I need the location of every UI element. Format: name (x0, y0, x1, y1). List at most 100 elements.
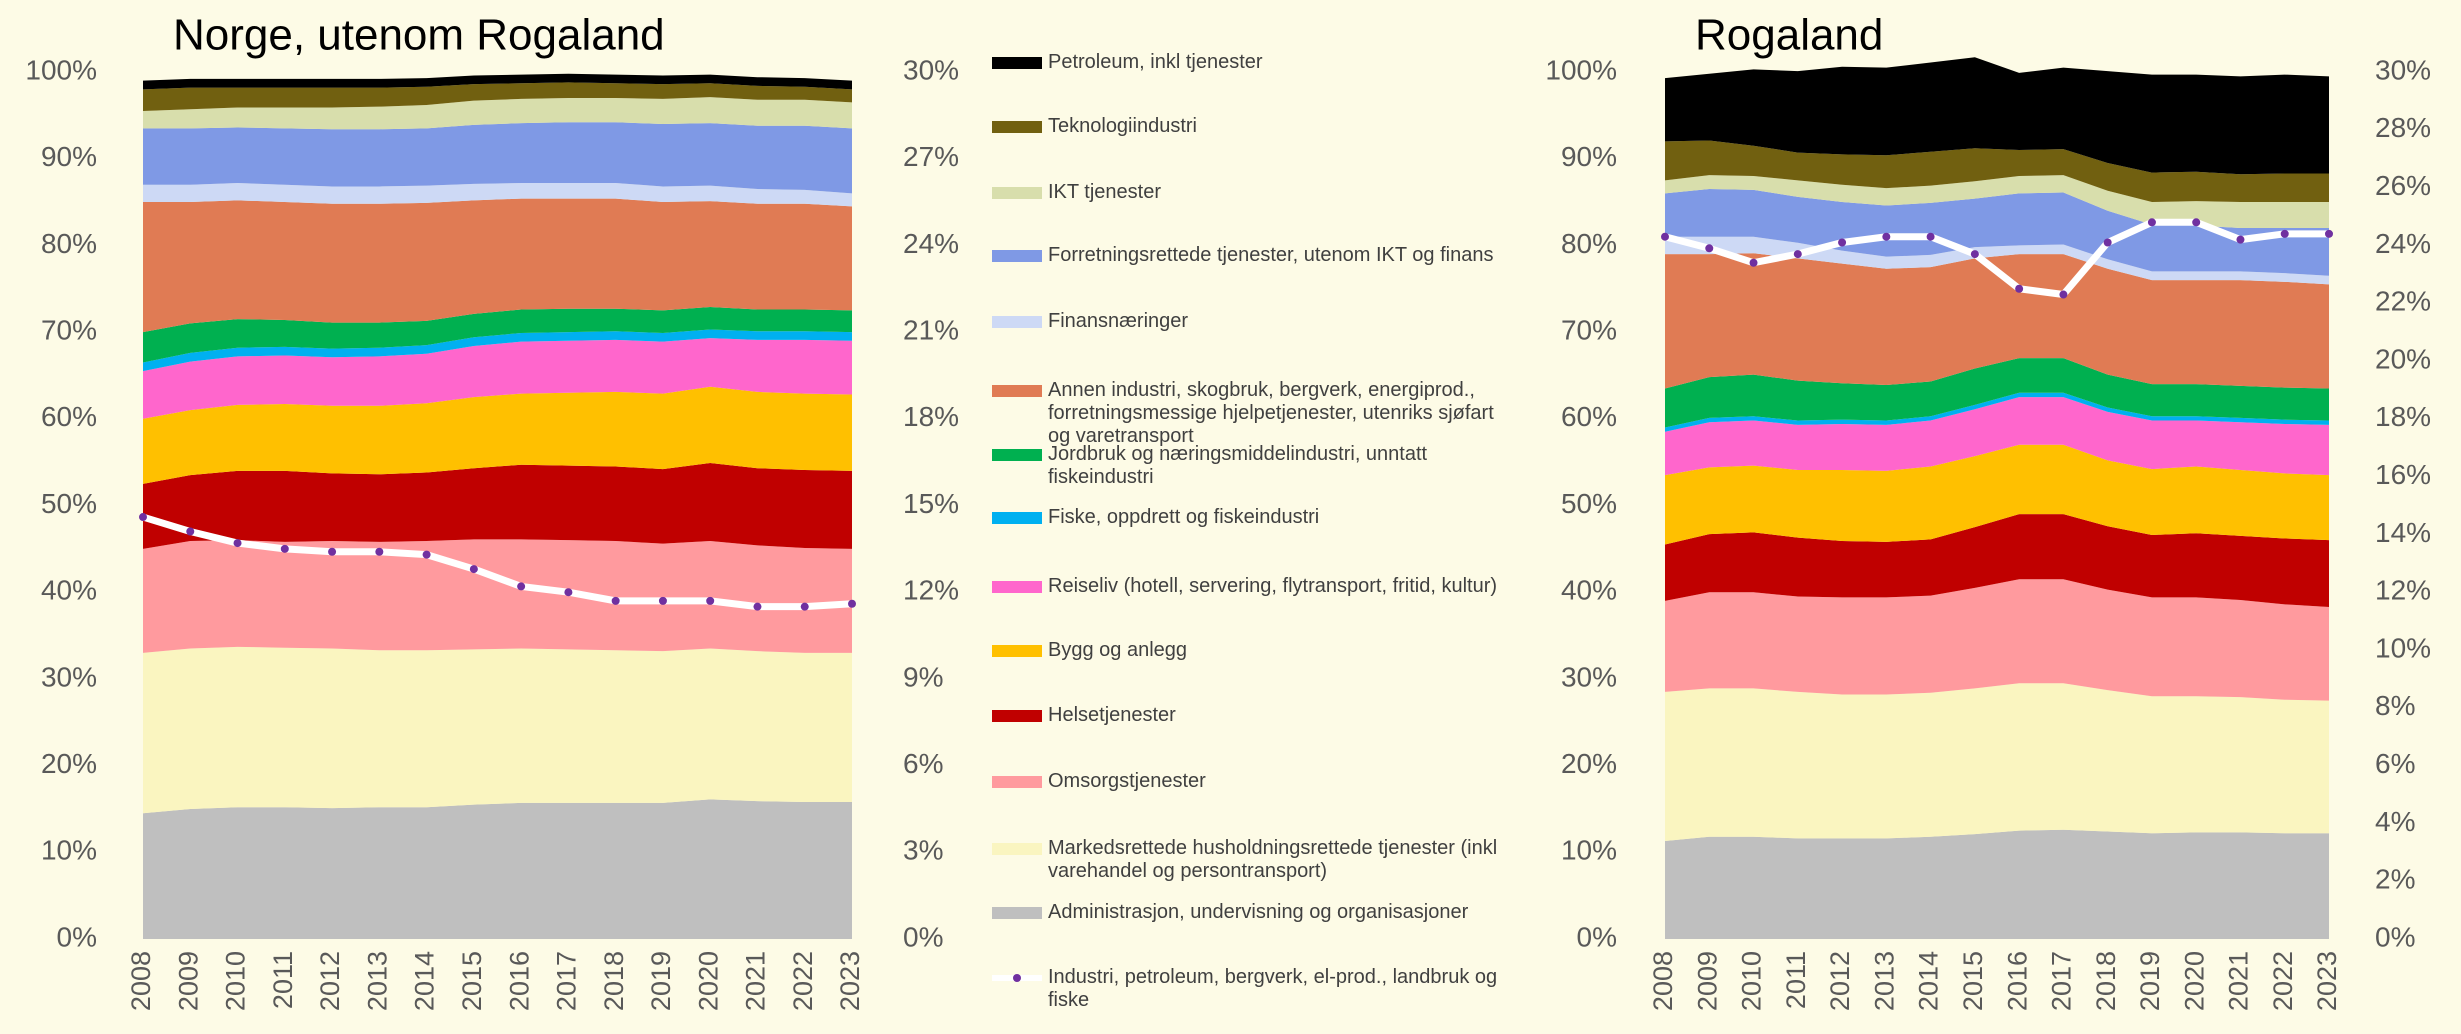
y-tick-label: 40% (1561, 575, 1617, 606)
y2-tick-label: 24% (903, 228, 959, 259)
y2-tick-label: 9% (903, 661, 943, 692)
y2-tick-label: 21% (903, 314, 959, 345)
legend-label: Industri, petroleum, bergverk, el-prod.,… (1048, 965, 1498, 1011)
x-tick-label: 2009 (1692, 951, 1722, 1011)
legend-swatch (992, 121, 1042, 134)
marker (1661, 232, 1669, 241)
marker (139, 513, 147, 522)
y-tick-label: 80% (1561, 228, 1617, 259)
marker (2236, 235, 2245, 244)
legend-label: Teknologiindustri (1048, 115, 1197, 138)
y2-tick-label: 2% (2375, 864, 2415, 895)
legend-label: Finansnæringer (1048, 309, 1189, 332)
area (1665, 683, 2329, 842)
y-tick-label: 0% (57, 921, 97, 952)
marker (1838, 238, 1847, 247)
y2-tick-label: 14% (2375, 517, 2431, 548)
legend-swatch (992, 56, 1042, 69)
x-tick-label: 2011 (1781, 951, 1811, 1009)
legend-label: Reiseliv (hotell, servering, flytranspor… (1048, 574, 1498, 597)
y2-tick-label: 12% (903, 575, 959, 606)
marker (2147, 218, 2156, 227)
legend-swatch (992, 449, 1042, 462)
chart-title: Rogaland (1695, 11, 1883, 60)
x-tick-label: 2015 (1958, 951, 1988, 1011)
y-tick-label: 60% (41, 401, 97, 432)
legend-swatch (992, 775, 1042, 788)
x-tick-label: 2013 (1869, 951, 1899, 1011)
legend-swatch (992, 907, 1042, 920)
x-tick-label: 2014 (1914, 951, 1944, 1011)
area (1665, 579, 2329, 701)
area (143, 539, 852, 653)
legend-label: Annen industri, skogbruk, bergverk, ener… (1048, 378, 1494, 447)
x-tick-label: 2019 (646, 951, 676, 1011)
area (143, 198, 852, 333)
legend-swatch (992, 580, 1042, 593)
marker (1926, 232, 1935, 241)
area (143, 646, 852, 814)
marker (2280, 229, 2289, 238)
y2-tick-label: 18% (2375, 401, 2431, 432)
y2-tick-label: 4% (2375, 806, 2415, 837)
x-tick-label: 2016 (2002, 951, 2032, 1011)
area (143, 386, 852, 484)
y2-tick-label: 8% (2375, 690, 2415, 721)
area (1665, 175, 2329, 229)
area (143, 329, 852, 372)
marker (1793, 250, 1802, 259)
area (1665, 358, 2329, 428)
x-tick-label: 2022 (788, 951, 818, 1011)
y2-tick-label: 22% (2375, 286, 2431, 317)
marker (469, 565, 478, 574)
x-tick-label: 2008 (126, 951, 156, 1011)
area (143, 338, 852, 419)
x-tick-label: 2011 (268, 951, 298, 1009)
y2-tick-label: 30% (2375, 54, 2431, 85)
x-tick-label: 2019 (2135, 951, 2165, 1011)
legend-label: Jordbruk og næringsmiddelindustri, unnta… (1048, 443, 1428, 489)
area (143, 82, 852, 112)
legend-swatch (992, 511, 1042, 524)
marker (280, 544, 289, 553)
legend-swatch (992, 315, 1042, 328)
marker (800, 602, 809, 611)
y-tick-label: 0% (1577, 921, 1617, 952)
marker (375, 547, 384, 556)
legend-label: Bygg og anlegg (1048, 639, 1188, 662)
marker (1970, 250, 1979, 259)
legend-label: Administrasjon, undervisning og organisa… (1048, 901, 1469, 924)
x-tick-label: 2018 (599, 951, 629, 1011)
marker (2192, 218, 2201, 227)
marker (2103, 238, 2112, 247)
y2-tick-label: 0% (903, 921, 943, 952)
y-tick-label: 90% (1561, 141, 1617, 172)
x-tick-label: 2016 (504, 951, 534, 1011)
legend-label: Fiske, oppdrett og fiskeindustri (1048, 505, 1320, 528)
y-tick-label: 90% (41, 141, 97, 172)
y-tick-label: 100% (25, 54, 97, 85)
y2-tick-label: 6% (903, 748, 943, 779)
marker (186, 527, 195, 536)
y-tick-label: 10% (41, 835, 97, 866)
y2-tick-label: 20% (2375, 343, 2431, 374)
y-tick-label: 20% (1561, 748, 1617, 779)
y-tick-label: 60% (1561, 401, 1617, 432)
y-tick-label: 20% (41, 748, 97, 779)
legend-swatch (992, 384, 1042, 397)
marker (658, 596, 667, 605)
x-tick-label: 2021 (2224, 951, 2254, 1011)
x-tick-label: 2021 (741, 951, 771, 1011)
marker (2325, 229, 2333, 238)
marker (753, 602, 762, 611)
line (141, 513, 853, 611)
area (143, 306, 852, 363)
marker (328, 547, 337, 556)
y2-tick-label: 10% (2375, 632, 2431, 663)
legend-swatch (992, 249, 1042, 262)
area (1665, 253, 2329, 389)
y2-tick-label: 3% (903, 835, 943, 866)
marker (1749, 258, 1758, 267)
